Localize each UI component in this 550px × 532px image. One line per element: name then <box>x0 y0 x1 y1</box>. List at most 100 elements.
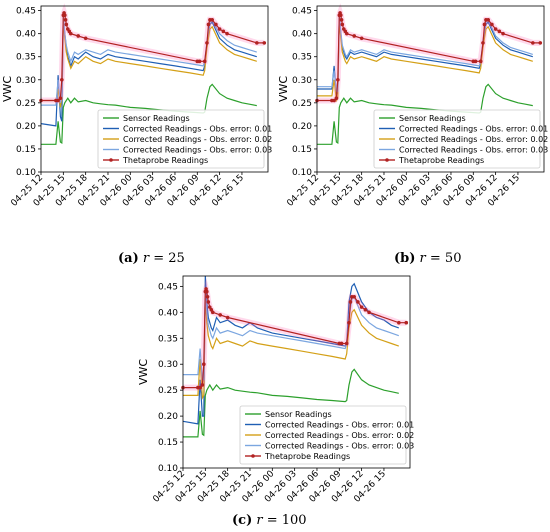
thetaprobe-point <box>352 294 356 299</box>
y-axis-label: VWC <box>1 76 14 102</box>
thetaprobe-point <box>68 31 73 36</box>
legend: Sensor Readings Corrected Readings - Obs.… <box>97 109 272 169</box>
legend-entry: Thetaprobe Readings <box>122 156 208 165</box>
thetaprobe-point <box>255 41 259 45</box>
y-tick-label: 0.20 <box>158 412 178 422</box>
thetaprobe-point <box>205 289 209 294</box>
y-tick-label: 0.45 <box>16 7 36 17</box>
legend-marker <box>251 454 255 458</box>
y-tick-label: 0.40 <box>158 308 178 318</box>
thetaprobe-point <box>58 96 63 101</box>
thetaprobe-point <box>206 22 211 27</box>
y-tick-label: 0.35 <box>16 53 36 63</box>
thetaprobe-point <box>501 31 505 36</box>
y-tick-label: 0.15 <box>158 438 178 448</box>
y-tick-label: 0.45 <box>158 282 178 292</box>
thetaprobe-point <box>334 96 339 101</box>
thetaprobe-point <box>344 31 349 36</box>
thetaprobe-point <box>64 22 69 27</box>
thetaprobe-point <box>332 98 336 103</box>
y-tick-label: 0.35 <box>292 53 312 63</box>
legend-entry: Corrected Readings - Obs. error: 0.02 <box>265 431 414 440</box>
series-line-3 <box>317 12 533 92</box>
thetaprobe-point <box>202 362 206 367</box>
legend: Sensor Readings Corrected Readings - Obs.… <box>373 109 548 169</box>
thetaprobe-point <box>205 41 209 45</box>
thetaprobe-point <box>198 385 202 390</box>
legend-entry: Thetaprobe Readings <box>264 452 350 461</box>
thetaprobe-point <box>347 320 351 325</box>
legend: Sensor Readings Corrected Readings - Obs.… <box>239 405 414 465</box>
thetaprobe-point <box>356 300 360 304</box>
legend-entry: Corrected Readings - Obs. error: 0.01 <box>399 125 548 134</box>
thetaprobe-point <box>404 320 409 325</box>
thetaprobe-point <box>63 13 67 18</box>
legend-marker <box>385 158 389 162</box>
legend-entry: Sensor Readings <box>265 410 332 419</box>
thetaprobe-point <box>339 341 344 346</box>
thetaprobe-point <box>210 18 214 22</box>
legend-entry: Corrected Readings - Obs. error: 0.01 <box>123 125 272 134</box>
thetaprobe-point <box>363 307 368 312</box>
thetaprobe-point <box>197 59 202 64</box>
thetaprobe-point <box>225 31 229 36</box>
thetaprobe-point <box>397 320 401 325</box>
plot-frame <box>316 5 545 173</box>
thetaprobe-point <box>486 18 490 22</box>
thetaprobe-point <box>206 300 211 304</box>
y-tick-label: 0.25 <box>292 99 312 109</box>
series-line-4 <box>41 10 265 102</box>
thetaprobe-point <box>76 34 81 38</box>
y-tick-label: 0.20 <box>16 122 36 132</box>
legend-box <box>97 109 265 169</box>
thetaprobe-point <box>202 59 207 64</box>
series-line-3 <box>41 15 257 106</box>
legend-box <box>239 405 407 465</box>
thetaprobe-point <box>493 27 498 31</box>
plot-frame <box>182 275 411 469</box>
thetaprobe-point <box>359 36 364 41</box>
legend-entry: Sensor Readings <box>399 114 466 123</box>
series-line-0 <box>183 368 399 438</box>
y-tick-label: 0.10 <box>292 168 312 178</box>
y-tick-label: 0.25 <box>158 386 178 396</box>
y-tick-label: 0.30 <box>16 76 36 86</box>
y-tick-label: 0.35 <box>158 334 178 344</box>
thetaprobe-point <box>210 310 215 315</box>
caption-c: (c) r = 100 <box>232 513 307 528</box>
thetaprobe-point <box>352 34 357 38</box>
legend-entry: Corrected Readings - Obs. error: 0.03 <box>399 146 548 155</box>
y-tick-label: 0.20 <box>292 122 312 132</box>
y-axis-label: VWC <box>277 76 290 102</box>
legend-entry: Corrected Readings - Obs. error: 0.03 <box>265 442 414 451</box>
legend-box <box>373 109 541 169</box>
thetaprobe-point <box>205 294 210 299</box>
thetaprobe-point <box>221 29 226 34</box>
thetaprobe-point <box>225 315 230 320</box>
legend-entry: Corrected Readings - Obs. error: 0.01 <box>265 421 414 430</box>
plot-frame <box>40 5 269 173</box>
thetaprobe-point <box>214 22 218 27</box>
thetaprobe-point <box>217 27 222 31</box>
caption-b: (b) r = 50 <box>394 251 462 266</box>
legend-marker <box>109 158 113 162</box>
thetaprobe-point <box>56 98 60 103</box>
y-tick-label: 0.25 <box>16 99 36 109</box>
y-tick-label: 0.10 <box>16 168 36 178</box>
thetaprobe-point <box>344 341 349 346</box>
y-tick-label: 0.10 <box>158 464 178 474</box>
series-line-1 <box>182 275 399 425</box>
thetaprobe-point <box>340 22 345 27</box>
thetaprobe-point <box>60 77 64 82</box>
series-line-1 <box>317 15 533 95</box>
legend-entry: Corrected Readings - Obs. error: 0.02 <box>399 135 548 144</box>
thetaprobe-point <box>336 77 340 82</box>
legend-entry: Corrected Readings - Obs. error: 0.03 <box>123 146 272 155</box>
thetaprobe-point <box>348 300 353 304</box>
thetaprobe-point <box>83 36 88 41</box>
caption-a: (a) r = 25 <box>118 251 185 266</box>
series-line-4 <box>317 10 541 102</box>
